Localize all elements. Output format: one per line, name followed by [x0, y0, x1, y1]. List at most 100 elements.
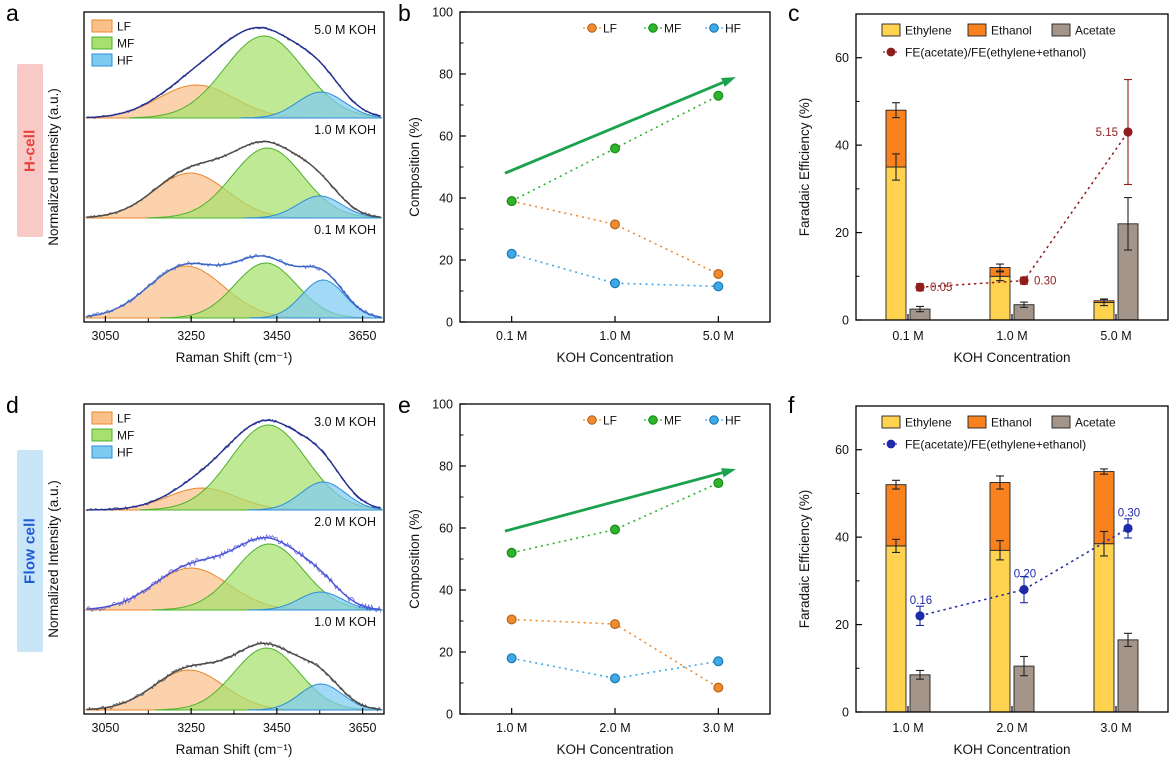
x-tick-label: 1.0 M	[496, 721, 527, 735]
legend-marker-HF	[709, 23, 719, 33]
legend-label: MF	[117, 429, 134, 443]
legend-label: Acetate	[1075, 24, 1116, 38]
y-tick-label: 20	[835, 618, 849, 632]
fit-line	[86, 26, 381, 119]
y-tick-label: 40	[439, 584, 453, 598]
y-tick-label: 60	[835, 51, 849, 65]
legend-swatch-LF	[91, 411, 113, 425]
ratio-line	[919, 527, 1129, 617]
legend-item-LF: LF	[583, 22, 617, 36]
ratio-value-label: 0.30	[1034, 276, 1056, 288]
legend-marker-MF	[648, 23, 658, 33]
data-point	[506, 547, 517, 558]
legend-label: LF	[603, 414, 617, 428]
legend-marker-LF	[587, 415, 597, 425]
ratio-series: 0.05 0.30 5.15	[915, 79, 1133, 294]
peak-HF	[243, 195, 383, 219]
y-axis-title: Faradaic Efficiency (%)	[797, 490, 812, 629]
ratio-value-label: 0.30	[1118, 507, 1140, 519]
data-point	[506, 196, 517, 207]
x-tick-label: 3050	[92, 721, 120, 735]
data-point	[713, 682, 724, 693]
faradaic-efficiency-chart-flowcell: 0.16 0.20 0.30 0 20 40 60 1.0 M 2.0 M 3.0 M KOH Co…	[797, 405, 1169, 757]
x-axis-title: KOH Concentration	[556, 742, 673, 757]
ratio-series: 0.16 0.20 0.30	[910, 507, 1140, 626]
data-point	[713, 281, 724, 292]
composition-chart-hcell: 0 20 40 60 80 100 0.1 M 1.0 M 5.0 M KOH Concentra…	[407, 6, 771, 365]
legend-swatch-HF	[91, 53, 113, 67]
panel-d: d 3.0 M KOH 2.0 M KOH 1.0 M KOH 3050 3250 345…	[0, 392, 392, 783]
y-tick-label: 20	[439, 254, 453, 268]
error-bar	[996, 271, 1004, 282]
error-bar	[1124, 197, 1132, 251]
error-bar	[892, 538, 900, 553]
panel-letter-e: e	[398, 392, 411, 418]
series-MF	[506, 90, 724, 207]
legend-swatch-Ethylene	[881, 415, 901, 429]
y-tick-label: 100	[432, 398, 453, 412]
x-tick-label: 3.0 M	[1100, 721, 1131, 735]
raw-data-line	[86, 640, 381, 712]
spectrum-label: 1.0 M KOH	[314, 615, 376, 629]
bar-ethylene	[1093, 543, 1115, 713]
data-point	[610, 619, 621, 630]
trend-arrow	[504, 77, 736, 175]
legend: Ethylene Ethanol Acetate FE(acetate)/FE(eth…	[881, 415, 1116, 452]
legend-swatch-Acetate	[1051, 23, 1071, 37]
plot-frame	[459, 11, 771, 323]
y-axis-title: Normalized Intensity (a.u.)	[46, 480, 61, 638]
ratio-value-label: 0.05	[930, 282, 952, 294]
legend-label: Ethanol	[991, 416, 1032, 430]
data-point	[506, 653, 517, 664]
y-tick-label: 60	[439, 522, 453, 536]
bar-ethylene	[989, 549, 1011, 713]
plot-frame	[459, 403, 771, 715]
data-point	[610, 219, 621, 230]
error-bar	[916, 669, 924, 680]
x-tick-label: 3.0 M	[703, 721, 734, 735]
error-bar	[996, 263, 1004, 272]
panel-c: c 0.05 0.30 5.15 0 20 40 60 0.1 M 1.0 M 5.0 M KOH …	[782, 0, 1176, 391]
x-axis-title: KOH Concentration	[953, 742, 1070, 757]
ratio-value-label: 0.16	[910, 595, 932, 607]
legend: Ethylene Ethanol Acetate FE(acetate)/FE(eth…	[881, 23, 1116, 60]
raman-chart-flowcell: 3.0 M KOH 2.0 M KOH 1.0 M KOH 3050 3250 3450 3…	[46, 403, 385, 757]
y-tick-label: 80	[439, 68, 453, 82]
raman-spectrum: 0.1 M KOH	[85, 223, 383, 319]
spectrum-label: 3.0 M KOH	[314, 415, 376, 429]
legend: LF MF HF	[91, 411, 134, 460]
ratio-value-label: 0.20	[1014, 569, 1036, 581]
series-LF	[506, 196, 724, 279]
data-point	[610, 524, 621, 535]
raman-spectrum: 2.0 M KOH	[85, 515, 384, 613]
legend-label: LF	[117, 20, 131, 34]
bar-group	[989, 475, 1035, 713]
raman-spectrum: 3.0 M KOH	[85, 415, 383, 512]
raman-chart-hcell: 5.0 M KOH 1.0 M KOH 0.1 M KOH 3050 3250 3450 3…	[46, 11, 385, 365]
bar-group	[989, 263, 1035, 321]
ratio-point	[915, 611, 925, 621]
y-axis-title: Composition (%)	[407, 117, 422, 217]
composition-chart-flowcell: 0 20 40 60 80 100 1.0 M 2.0 M 3.0 M KOH Concentra…	[407, 398, 771, 757]
spectrum-label: 2.0 M KOH	[314, 515, 376, 529]
legend-label: HF	[725, 414, 741, 428]
legend-swatch-Ethylene	[881, 23, 901, 37]
panel-b: b 0 20 40 60 80 100 0.1 M 1.0 M 5.0 M KOH Concent…	[392, 0, 782, 391]
y-tick-label: 20	[835, 226, 849, 240]
x-tick-label: 2.0 M	[996, 721, 1027, 735]
data-point	[713, 268, 724, 279]
legend-label: Acetate	[1075, 416, 1116, 430]
row-label-hcell: H-cell	[17, 64, 43, 237]
legend-item-HF: HF	[705, 22, 741, 36]
fit-line	[86, 140, 381, 218]
raman-spectrum: 5.0 M KOH	[85, 23, 383, 119]
y-tick-label: 0	[446, 708, 453, 722]
panel-letter-b: b	[398, 0, 411, 26]
ratio-point	[915, 282, 925, 292]
faradaic-efficiency-chart-hcell: 0.05 0.30 5.15 0 20 40 60 0.1 M 1.0 M 5.0 M KOH Co…	[797, 13, 1169, 365]
spectrum-label: 1.0 M KOH	[314, 123, 376, 137]
legend-item-MF: MF	[644, 414, 681, 428]
trend-arrow	[504, 468, 736, 533]
bar-ethylene	[885, 166, 907, 321]
